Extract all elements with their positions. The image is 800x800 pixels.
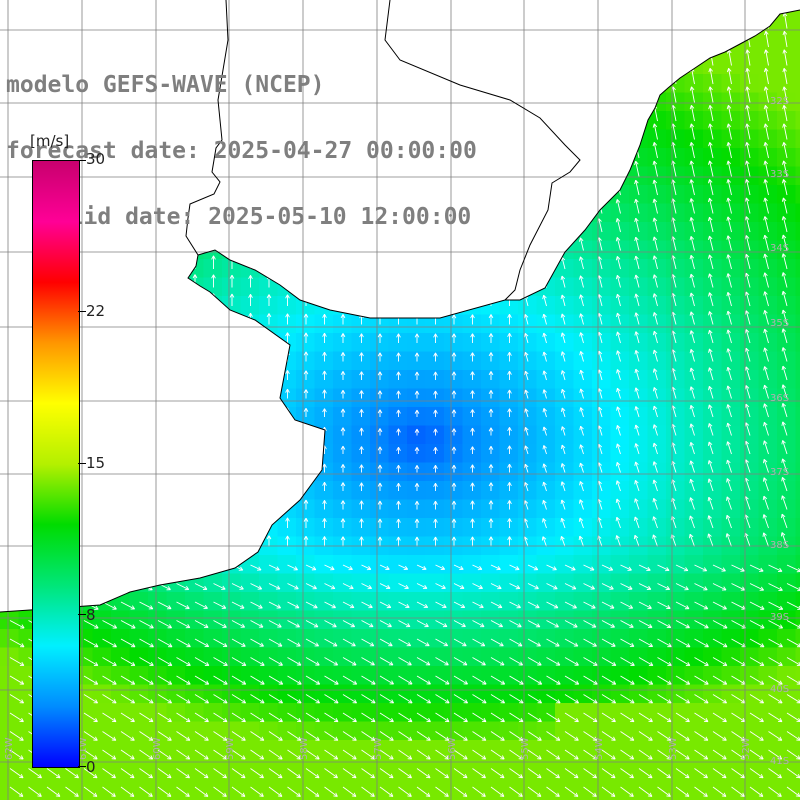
colorbar-unit: [m/s]	[30, 132, 70, 150]
colorbar-tickmark	[78, 614, 86, 615]
forecast-date: forecast date: 2025-04-27 00:00:00	[6, 138, 477, 164]
latitude-label: 39S	[770, 612, 789, 623]
colorbar	[32, 160, 80, 768]
latitude-label: 37S	[770, 467, 789, 478]
model-name: modelo GEFS-WAVE (NCEP)	[6, 72, 325, 98]
longitude-label: 53W	[668, 737, 679, 760]
longitude-label: 60W	[152, 737, 163, 760]
longitude-label: 57W	[373, 737, 384, 760]
colorbar-tickmark	[78, 766, 86, 767]
longitude-label: 55W	[520, 737, 531, 760]
longitude-label: 56W	[447, 737, 458, 760]
longitude-labels: 62W 61W 60W 59W 58W 57W 56W 55W 54W 53W 52W	[4, 737, 752, 760]
latitude-label: 34S	[770, 243, 789, 254]
longitude-label: 54W	[594, 737, 605, 760]
latitude-label: 35S	[770, 318, 789, 329]
latitude-label: 33S	[770, 169, 789, 180]
colorbar-tick-label: 22	[86, 302, 106, 320]
latitude-label: 32S	[770, 96, 789, 107]
longitude-label: 58W	[299, 737, 310, 760]
colorbar-tickmark	[78, 311, 86, 312]
longitude-label: 62W	[4, 737, 15, 760]
latitude-labels: 32S 33S 34S 35S 36S 37S 38S 39S 40S 41S	[770, 96, 789, 767]
longitude-label: 59W	[225, 737, 236, 760]
colorbar-tickmark	[78, 463, 86, 464]
longitude-label: 61W	[78, 737, 89, 760]
wind-vector-arrows	[7, 0, 800, 797]
colorbar-tick-label: 0	[86, 758, 96, 776]
colorbar-tickmark	[78, 160, 86, 161]
colorbar-tick-label: 8	[86, 606, 96, 624]
latitude-label: 40S	[770, 684, 789, 695]
latitude-label: 41S	[770, 756, 789, 767]
latitude-label: 38S	[770, 540, 789, 551]
colorbar-tick-label: 30	[86, 150, 106, 168]
longitude-label: 52W	[741, 737, 752, 760]
colorbar-tick-label: 15	[86, 454, 106, 472]
coastline	[0, 0, 800, 613]
latitude-label: 36S	[770, 393, 789, 404]
